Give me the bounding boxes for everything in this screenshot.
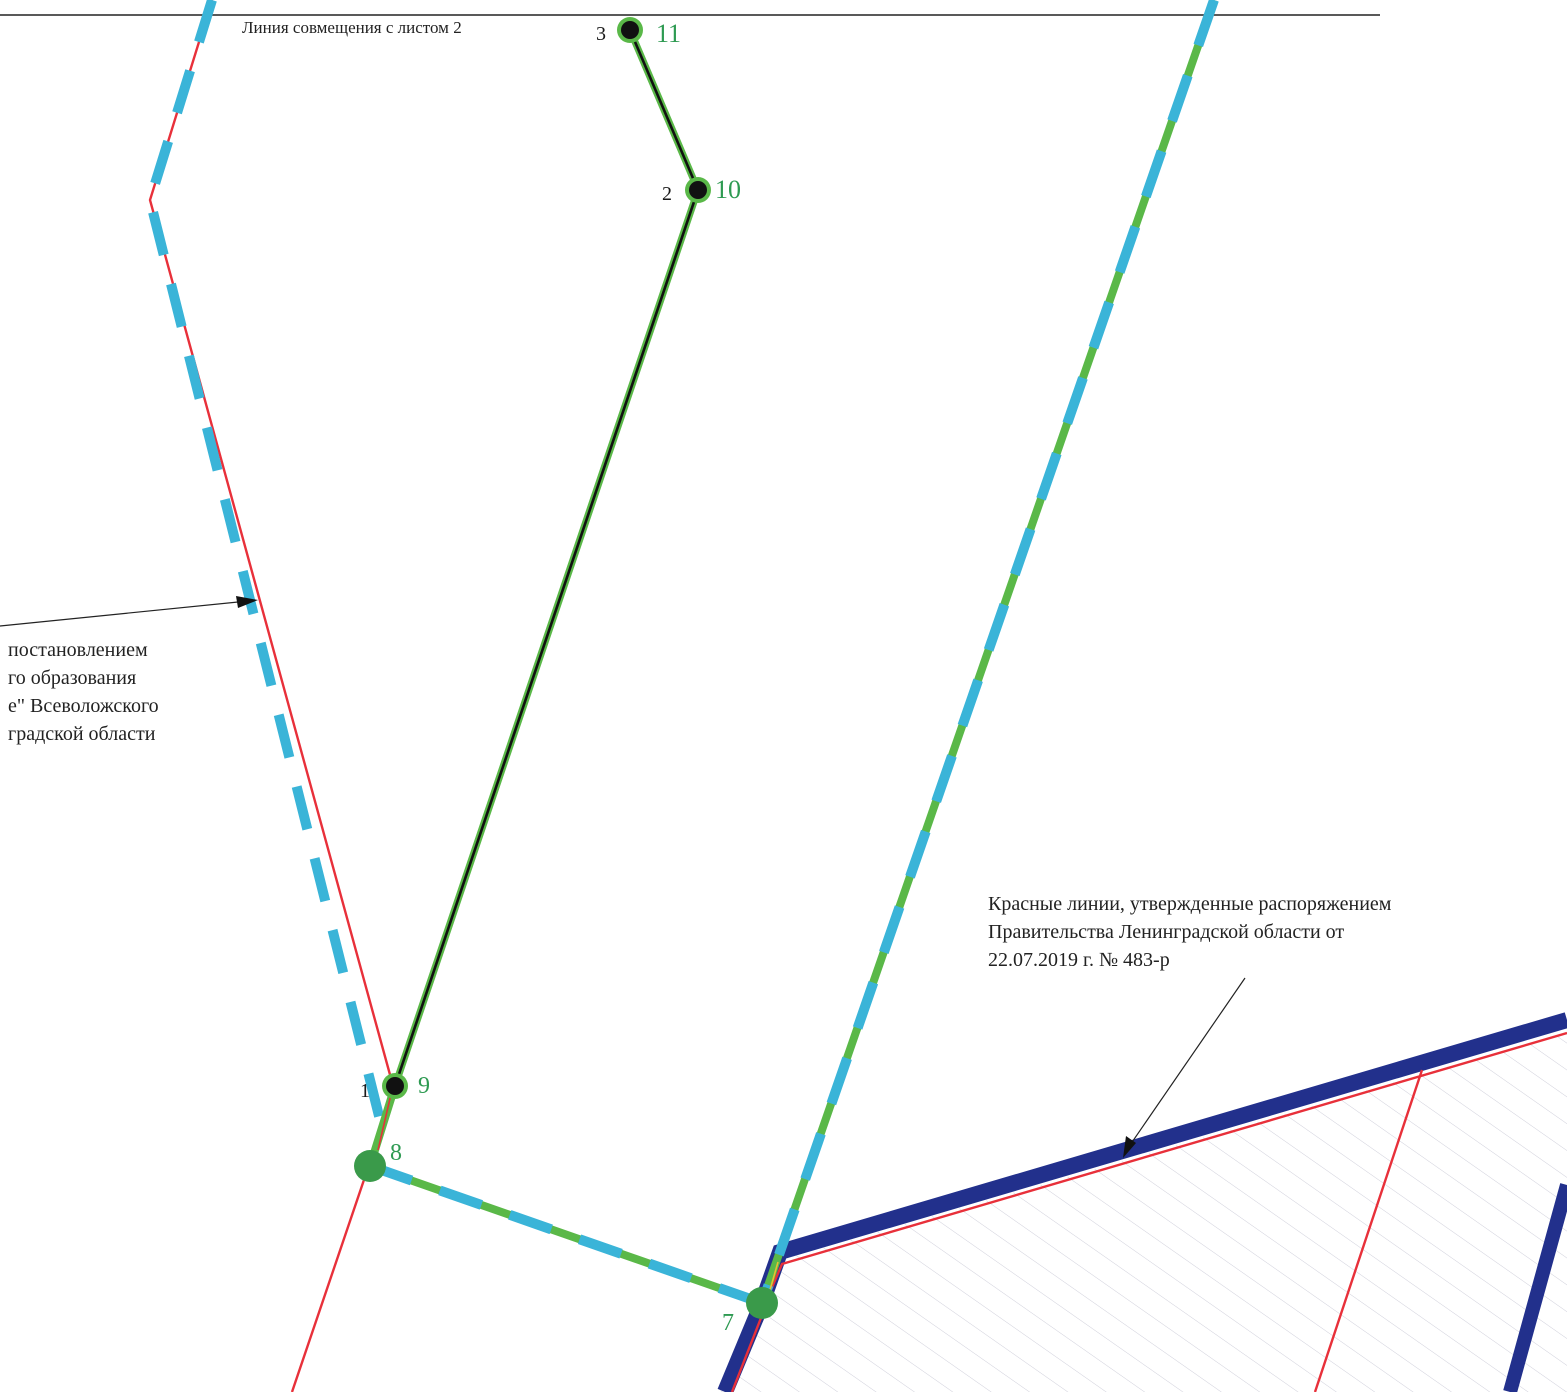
point-label-3: 3 <box>596 23 606 45</box>
blue-border-right <box>1503 1183 1567 1392</box>
red-line-lower-left <box>290 1167 370 1392</box>
left-note-line-4: градской области <box>8 723 156 745</box>
left-note-line-3: е" Всеволожского <box>8 695 159 717</box>
red-line-parcel-divider <box>1313 1069 1424 1392</box>
right-note-line-1: Красные линии, утвержденные распоряжение… <box>988 893 1392 915</box>
blue-border-left <box>717 1299 770 1392</box>
point-1-9 <box>382 1073 408 1099</box>
point-label-7: 7 <box>722 1310 734 1336</box>
left-note-line-1: постановлением <box>8 639 148 661</box>
right-leader-line <box>1127 977 1246 1149</box>
point-2-10 <box>685 177 711 203</box>
red-line-blue-upper <box>768 1031 1567 1293</box>
match-line-label: Линия совмещения с листом 2 <box>242 18 462 37</box>
right-leader-arrowhead <box>1123 1136 1136 1158</box>
point-label-1: 1 <box>360 1080 370 1102</box>
cyan-dash-left <box>144 0 390 1142</box>
point-label-9: 9 <box>418 1073 430 1099</box>
right-note-line-3: 22.07.2019 г. № 483-р <box>988 949 1170 971</box>
point-label-2: 2 <box>662 183 672 205</box>
black-line <box>393 29 700 1087</box>
left-note-line-2: го образования <box>8 667 136 689</box>
point-8 <box>354 1150 386 1182</box>
right-note-line-2: Правительства Ленинградской области от <box>988 921 1344 943</box>
point-3-11 <box>617 17 643 43</box>
point-label-10: 10 <box>715 175 741 204</box>
green-boundary-bottom <box>365 1084 764 1307</box>
cyan-dash-right <box>759 0 1219 1300</box>
hatched-parcel-area <box>720 1032 1567 1392</box>
red-line-left <box>148 0 394 1083</box>
left-leader-line <box>0 600 249 627</box>
point-7 <box>746 1287 778 1319</box>
left-leader-arrowhead <box>236 596 258 608</box>
point-label-8: 8 <box>390 1140 402 1166</box>
point-label-11: 11 <box>656 19 681 48</box>
black-line-green-halo <box>391 28 702 1088</box>
red-detail-7 <box>769 1261 779 1291</box>
red-detail-9-8 <box>377 1089 393 1151</box>
